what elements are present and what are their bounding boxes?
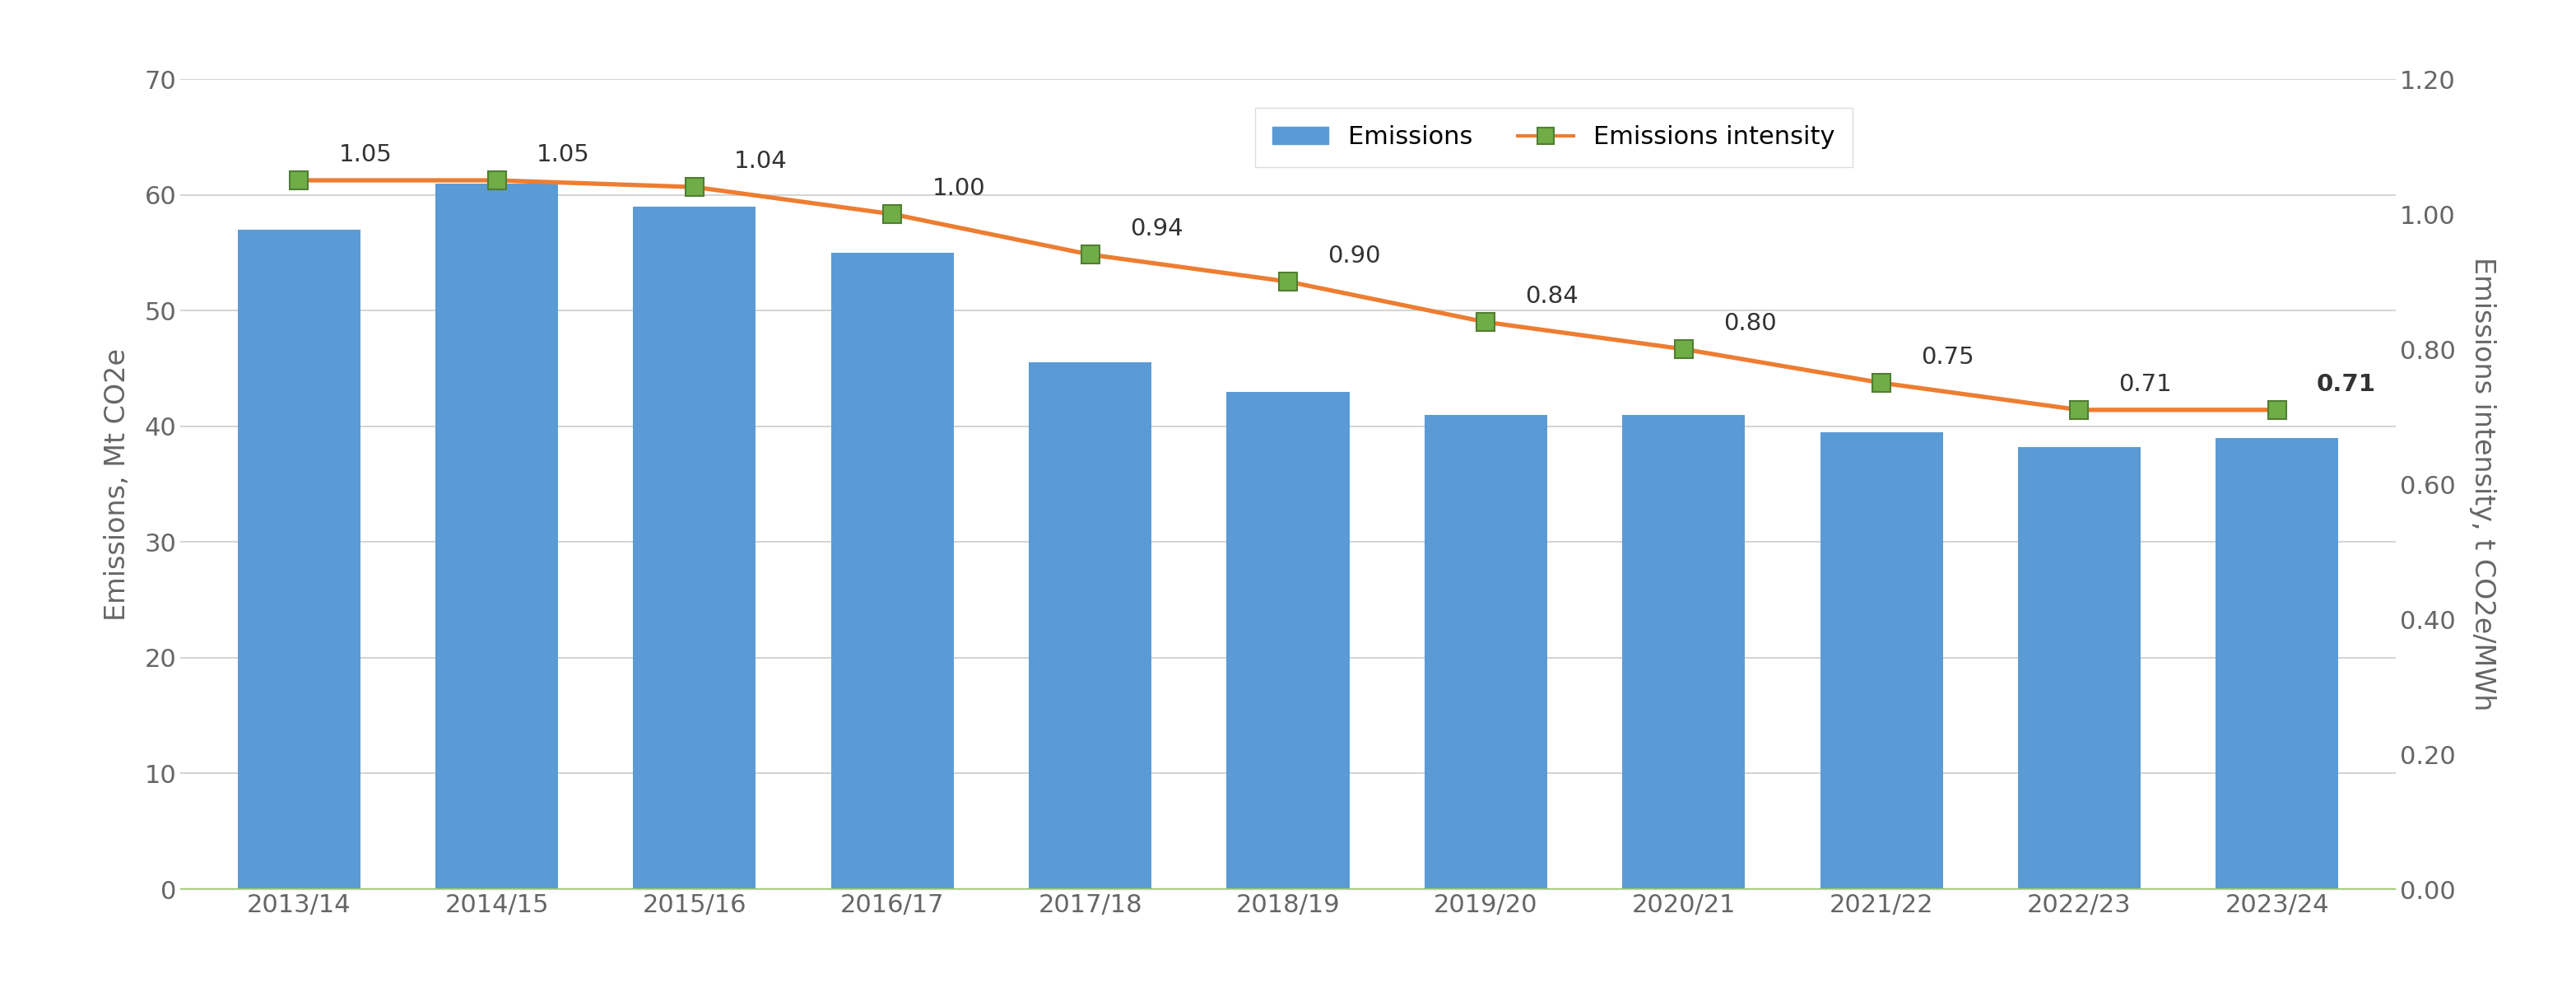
Text: 1.05: 1.05 (337, 143, 392, 166)
Emissions intensity (1471, 316, 1502, 328)
Bar (1028, 363, 1151, 889)
Text: 1.00: 1.00 (933, 177, 984, 201)
Emissions intensity (1074, 249, 1105, 261)
Legend: Emissions, Emissions intensity: Emissions, Emissions intensity (1255, 108, 1852, 167)
Bar (634, 206, 755, 889)
Text: 1.05: 1.05 (536, 143, 590, 166)
Y-axis label: Emissions intensity, t CO2e/MWh: Emissions intensity, t CO2e/MWh (2470, 257, 2496, 711)
Bar (832, 253, 953, 889)
Bar (2215, 438, 2339, 889)
Emissions intensity (2262, 404, 2293, 416)
Bar (237, 229, 361, 889)
Line: Emissions intensity: Emissions intensity (299, 180, 2277, 410)
Emissions intensity (1669, 343, 1700, 355)
Text: 0.71: 0.71 (2120, 372, 2172, 396)
Emissions intensity (283, 174, 314, 186)
Bar (435, 183, 559, 889)
Bar (1425, 415, 1548, 889)
Emissions intensity (1865, 376, 1896, 388)
Text: 0.75: 0.75 (1922, 346, 1973, 369)
Bar (1821, 432, 1942, 889)
Text: 1.04: 1.04 (734, 150, 788, 173)
Emissions intensity (876, 208, 907, 220)
Bar (2017, 448, 2141, 889)
Emissions intensity (2063, 404, 2094, 416)
Text: 0.71: 0.71 (2316, 372, 2375, 396)
Bar (1623, 415, 1744, 889)
Emissions intensity (680, 181, 711, 193)
Y-axis label: Emissions, Mt CO2e: Emissions, Mt CO2e (103, 348, 131, 620)
Text: 0.80: 0.80 (1723, 312, 1777, 335)
Text: 0.90: 0.90 (1327, 245, 1381, 268)
Emissions intensity (1273, 276, 1303, 288)
Text: 0.94: 0.94 (1131, 217, 1182, 241)
Text: 0.84: 0.84 (1525, 286, 1579, 308)
Emissions intensity (482, 174, 513, 186)
Bar (1226, 391, 1350, 889)
